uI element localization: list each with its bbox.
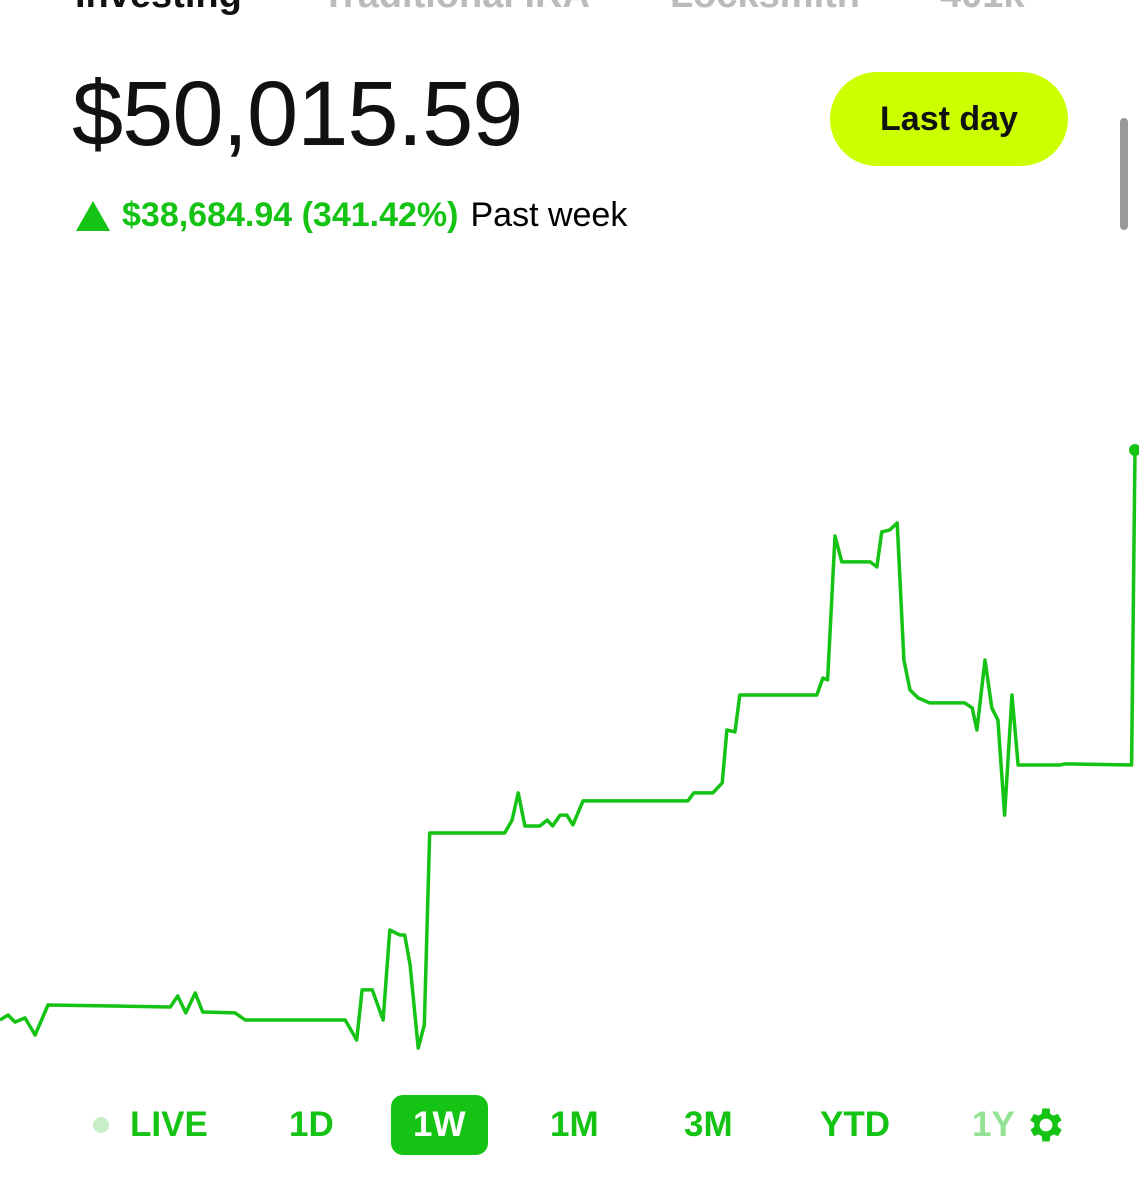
range-button[interactable]: 3M xyxy=(662,1095,755,1155)
range-button[interactable]: 1D xyxy=(267,1095,356,1155)
range-button[interactable]: LIVE xyxy=(108,1095,230,1155)
change-period: Past week xyxy=(470,196,628,234)
tab[interactable]: 401k xyxy=(940,0,1025,17)
range-button[interactable]: 1W xyxy=(391,1095,488,1155)
scrollbar xyxy=(1120,118,1128,230)
up-arrow xyxy=(76,200,110,231)
chart xyxy=(0,444,1139,1050)
period-button[interactable]: Last day xyxy=(830,72,1068,166)
change-amount: $38,684.94 (341.42%) xyxy=(122,196,459,234)
range-button[interactable]: 1Y xyxy=(950,1095,1037,1155)
range-selector: LIVE 1D 1W 1M 3M YTD 1Y xyxy=(0,1095,1139,1155)
settings-icon[interactable] xyxy=(1024,1103,1068,1147)
price-line xyxy=(0,449,1137,1050)
range-button[interactable]: 1M xyxy=(528,1095,621,1155)
tab[interactable]: Locksmith xyxy=(670,0,860,17)
tab[interactable]: Traditional IRA xyxy=(322,0,590,17)
tab[interactable]: Investing xyxy=(75,0,242,17)
account-tabs: Investing Traditional IRA Locksmith 401k xyxy=(75,0,1025,17)
range-button[interactable]: YTD xyxy=(798,1095,912,1155)
change-row: $38,684.94 (341.42%) Past week xyxy=(76,196,627,235)
live-dot xyxy=(93,1117,109,1133)
current-point xyxy=(1129,444,1139,456)
balance: $50,015.59 xyxy=(72,63,523,165)
